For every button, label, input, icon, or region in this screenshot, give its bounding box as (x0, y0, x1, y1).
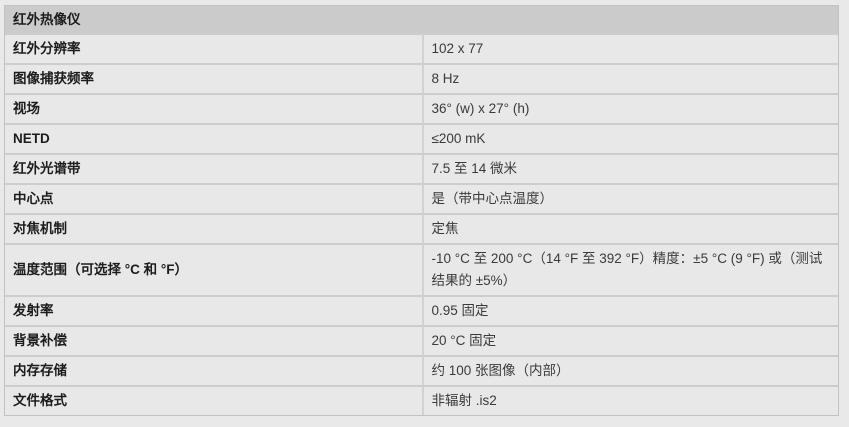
spec-value: ≤200 mK (421, 123, 838, 153)
spec-value: 是（带中心点温度） (421, 183, 838, 213)
table-row: 图像捕获频率 8 Hz (5, 63, 838, 93)
spec-label: 发射率 (5, 295, 422, 325)
table-title: 红外热像仪 (5, 6, 838, 33)
spec-value: 102 x 77 (421, 33, 838, 63)
spec-label: 文件格式 (5, 385, 422, 415)
table-row: 文件格式 非辐射 .is2 (5, 385, 838, 415)
spec-value: 20 °C 固定 (421, 325, 838, 355)
table-row: 红外光谱带 7.5 至 14 微米 (5, 153, 838, 183)
spec-value: 定焦 (421, 213, 838, 243)
spec-label: 图像捕获频率 (5, 63, 422, 93)
spec-value: 0.95 固定 (421, 295, 838, 325)
spec-value: -10 °C 至 200 °C（14 °F 至 392 °F）精度：±5 °C … (421, 243, 838, 295)
spec-label: NETD (5, 123, 422, 153)
table-row: 红外分辨率 102 x 77 (5, 33, 838, 63)
spec-table: 红外热像仪 红外分辨率 102 x 77 图像捕获频率 8 Hz 视场 36° … (4, 5, 839, 416)
table-row: 发射率 0.95 固定 (5, 295, 838, 325)
spec-value: 36° (w) x 27° (h) (421, 93, 838, 123)
table-row: 中心点 是（带中心点温度） (5, 183, 838, 213)
table-row: 背景补偿 20 °C 固定 (5, 325, 838, 355)
spec-label: 温度范围（可选择 °C 和 °F） (5, 243, 422, 295)
spec-label: 背景补偿 (5, 325, 422, 355)
spec-label: 视场 (5, 93, 422, 123)
table-row: 温度范围（可选择 °C 和 °F） -10 °C 至 200 °C（14 °F … (5, 243, 838, 295)
spec-value: 7.5 至 14 微米 (421, 153, 838, 183)
spec-value: 约 100 张图像（内部） (421, 355, 838, 385)
spec-label: 对焦机制 (5, 213, 422, 243)
spec-label: 中心点 (5, 183, 422, 213)
spec-value: 非辐射 .is2 (421, 385, 838, 415)
table-row: 内存存储 约 100 张图像（内部） (5, 355, 838, 385)
spec-label: 内存存储 (5, 355, 422, 385)
spec-value: 8 Hz (421, 63, 838, 93)
spec-label: 红外分辨率 (5, 33, 422, 63)
spec-label: 红外光谱带 (5, 153, 422, 183)
table-row: 对焦机制 定焦 (5, 213, 838, 243)
table-row: NETD ≤200 mK (5, 123, 838, 153)
table-header-row: 红外热像仪 (5, 6, 838, 33)
table-row: 视场 36° (w) x 27° (h) (5, 93, 838, 123)
